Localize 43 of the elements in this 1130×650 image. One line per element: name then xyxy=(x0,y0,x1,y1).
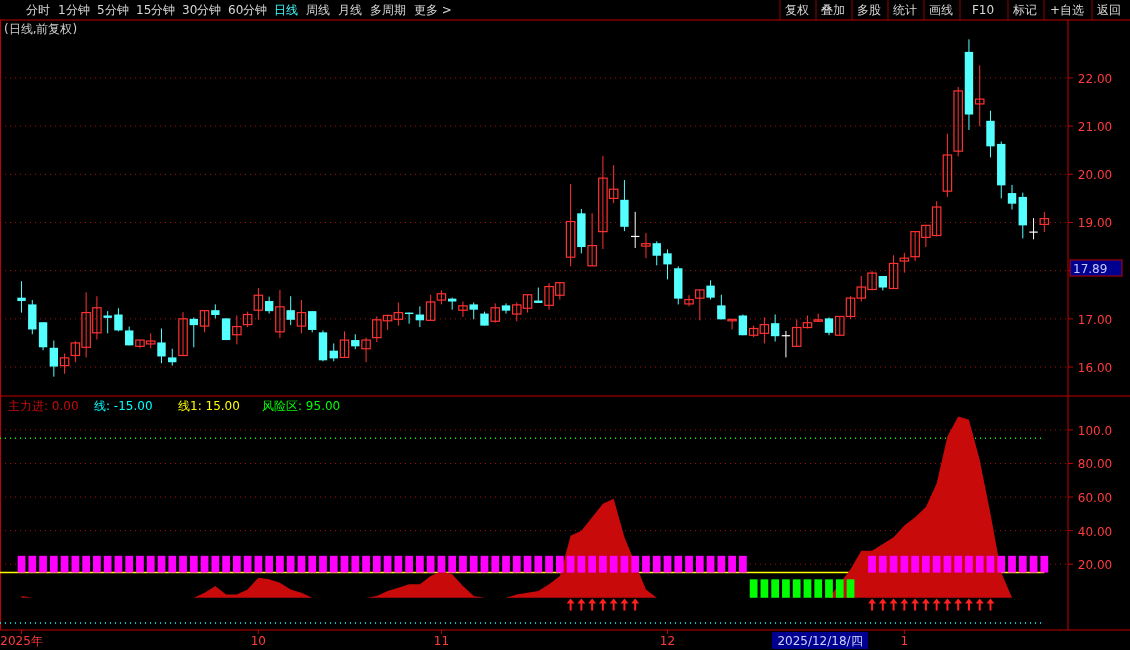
text: 1分钟 xyxy=(58,3,90,17)
text: F10 xyxy=(971,3,995,17)
x-tick-label: 10 xyxy=(250,634,267,648)
text: 主力进: 0.00 xyxy=(8,399,79,413)
y-tick-label: 21.00 xyxy=(1077,120,1113,135)
x-tick-label: 1 xyxy=(900,634,909,648)
text: 标记 xyxy=(1012,3,1037,17)
text: 30分钟 xyxy=(182,3,222,17)
text: 画线 xyxy=(929,3,953,17)
text: 多周期 xyxy=(370,3,406,17)
y-tick-label: 60.00 xyxy=(1077,491,1113,506)
text: 2025/12/18/四 xyxy=(777,634,863,648)
y-tick-label: 19.00 xyxy=(1077,216,1113,231)
text: 60分钟 xyxy=(228,3,268,17)
text: 月线 xyxy=(338,3,362,17)
text: 更多 > xyxy=(414,3,452,17)
text: +自选 xyxy=(1049,3,1085,17)
y-tick-label: 80.00 xyxy=(1077,457,1113,472)
text: 复权 xyxy=(785,3,809,17)
y-tick-label: 20.00 xyxy=(1077,168,1113,183)
y-tick-label: 16.00 xyxy=(1077,361,1113,376)
y-tick-label: 22.00 xyxy=(1077,71,1113,86)
chart-title: (日线,前复权) xyxy=(4,22,78,36)
text: 5分钟 xyxy=(97,3,129,17)
ref-line-label: 线: -15.00 xyxy=(94,399,153,413)
ref-line-label: 风险区: 95.00 xyxy=(262,399,341,413)
y-tick-label: 100.0 xyxy=(1077,423,1113,438)
text: 17.89 xyxy=(1073,262,1108,276)
y-tick-label: 40.00 xyxy=(1077,524,1113,539)
text: 统计 xyxy=(893,3,917,17)
text: 多股 xyxy=(857,3,881,17)
ref-line-label: 线1: 15.00 xyxy=(178,399,240,413)
text: 分时 xyxy=(26,3,50,17)
x-tick-label: 11 xyxy=(433,634,450,648)
text: 15分钟 xyxy=(136,3,176,17)
text: 日线 xyxy=(274,3,298,17)
x-tick-label: 2025年 xyxy=(0,634,43,648)
y-tick-label: 20.00 xyxy=(1077,558,1113,573)
text: 叠加 xyxy=(821,3,845,17)
x-tick-label: 12 xyxy=(659,634,676,648)
text: 返回 xyxy=(1097,3,1121,17)
y-tick-label: 17.00 xyxy=(1077,312,1113,327)
text: 周线 xyxy=(306,3,330,17)
